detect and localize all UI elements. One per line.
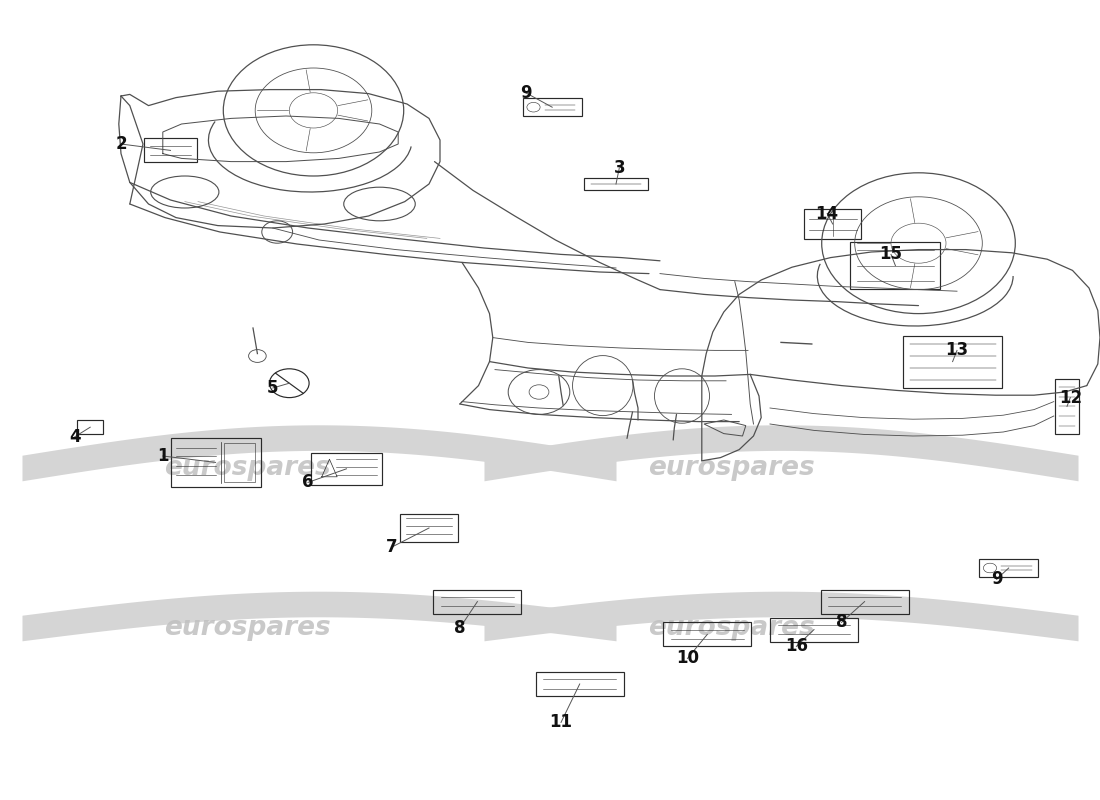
Text: 13: 13: [945, 342, 969, 359]
Text: 2: 2: [116, 135, 127, 153]
Text: 6: 6: [302, 474, 313, 491]
Text: 8: 8: [836, 614, 847, 631]
Text: 3: 3: [614, 159, 625, 177]
Text: 14: 14: [815, 205, 839, 222]
Text: 4: 4: [69, 428, 80, 446]
Text: eurospares: eurospares: [164, 455, 331, 481]
Text: eurospares: eurospares: [648, 615, 815, 641]
Text: 7: 7: [386, 538, 397, 556]
Text: 11: 11: [550, 714, 572, 731]
Text: 12: 12: [1058, 389, 1082, 406]
Text: 10: 10: [676, 650, 698, 667]
Text: 16: 16: [785, 638, 807, 655]
Text: 9: 9: [991, 570, 1002, 588]
Text: 8: 8: [454, 619, 465, 637]
Text: 9: 9: [520, 84, 531, 102]
Text: 15: 15: [880, 246, 902, 263]
Text: eurospares: eurospares: [648, 455, 815, 481]
Text: 1: 1: [157, 447, 168, 465]
Text: eurospares: eurospares: [164, 615, 331, 641]
Text: 5: 5: [267, 379, 278, 397]
